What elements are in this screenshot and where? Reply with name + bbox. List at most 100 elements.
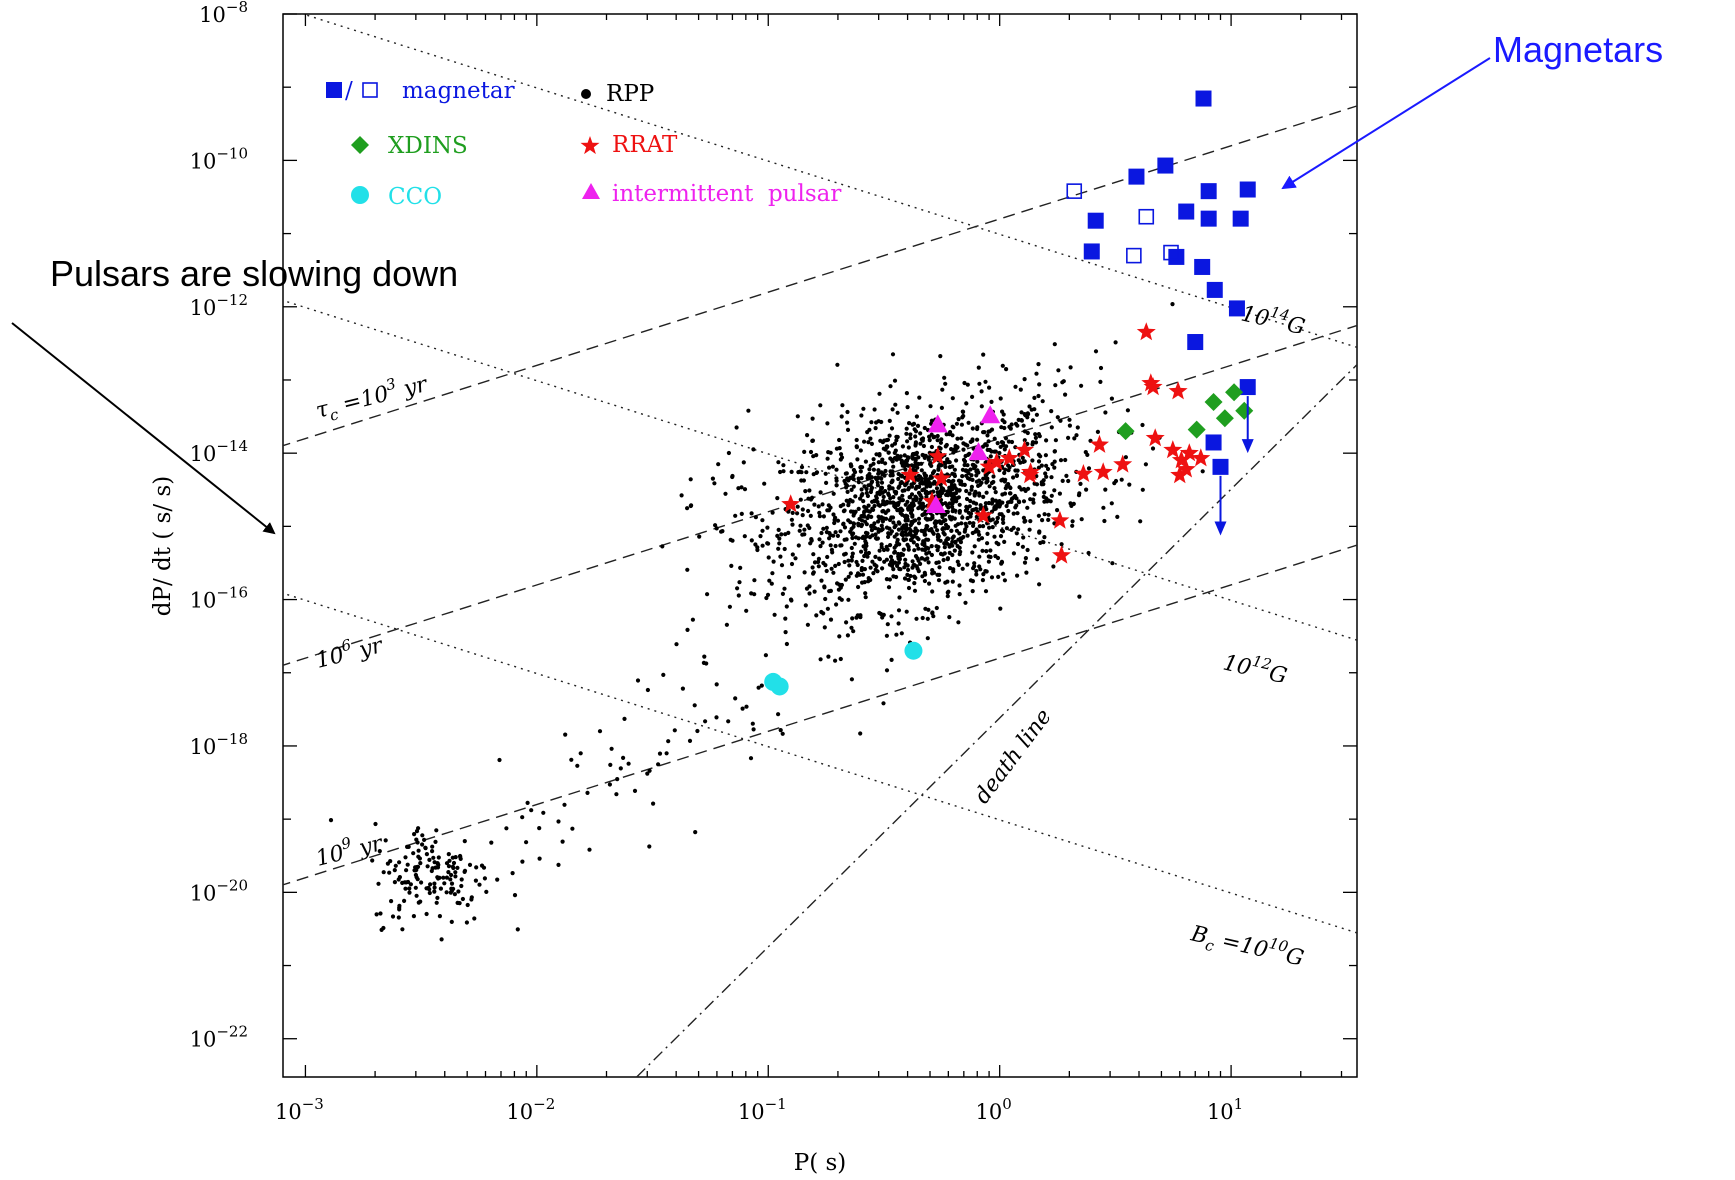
rpp-point: [875, 569, 880, 574]
rpp-point: [713, 523, 718, 528]
rpp-point: [1006, 439, 1012, 444]
rpp-point: [556, 862, 561, 868]
rpp-point: [896, 608, 902, 613]
rpp-point: [693, 830, 698, 835]
rpp-point: [842, 525, 848, 530]
rpp-point: [915, 423, 921, 428]
rpp-point: [952, 467, 958, 472]
rpp-point: [949, 447, 954, 452]
rpp-point: [916, 477, 921, 482]
rpp-point: [632, 788, 638, 794]
rpp-point: [1049, 493, 1054, 498]
rpp-point: [913, 486, 918, 491]
rpp-point: [903, 557, 908, 562]
magnetar-filled-marker: [1212, 458, 1229, 475]
rrat-marker: [973, 505, 993, 524]
rpp-point: [868, 565, 873, 570]
rpp-point: [1070, 519, 1075, 524]
rpp-point: [987, 385, 992, 390]
rpp-point: [524, 840, 529, 845]
rpp-point: [998, 534, 1004, 539]
rpp-point: [863, 591, 868, 596]
rpp-point: [781, 463, 786, 468]
rpp-point: [900, 444, 906, 449]
rpp-point: [465, 902, 470, 908]
rpp-point: [884, 633, 890, 638]
rpp-point: [848, 475, 853, 481]
rpp-point: [1123, 455, 1128, 460]
rpp-point: [782, 586, 787, 591]
rpp-point: [957, 502, 962, 507]
rpp-point: [943, 461, 948, 466]
rpp-point: [1053, 383, 1058, 388]
rrat-marker: [1113, 454, 1133, 473]
rpp-point: [938, 440, 944, 445]
rpp-point: [423, 845, 428, 850]
rpp-point: [814, 470, 820, 475]
rpp-point: [734, 425, 739, 430]
rpp-point: [839, 582, 845, 588]
rpp-point: [1044, 496, 1049, 501]
rpp-point: [925, 636, 930, 641]
rpp-point: [917, 500, 922, 505]
rpp-point: [997, 512, 1002, 517]
rpp-point: [884, 544, 889, 550]
rpp-point: [1034, 482, 1040, 487]
magnetar-open-marker: [1163, 244, 1179, 261]
rpp-point: [817, 514, 823, 519]
rpp-point: [916, 546, 921, 551]
rpp-point: [748, 756, 754, 761]
rpp-point: [850, 499, 855, 504]
rpp-point: [960, 515, 965, 520]
rpp-point: [869, 528, 875, 533]
rpp-point: [1075, 425, 1080, 430]
rpp-point: [433, 839, 438, 845]
rpp-point: [1057, 491, 1062, 496]
rpp-point: [835, 581, 840, 586]
rpp-point: [894, 543, 899, 548]
rpp-point: [902, 525, 907, 531]
rpp-point: [935, 548, 940, 553]
rpp-point: [975, 459, 980, 464]
rpp-point: [824, 525, 829, 531]
rpp-point: [956, 417, 961, 422]
rpp-point: [913, 463, 918, 468]
rpp-point: [913, 494, 918, 499]
age-line-label: 106 yr: [312, 628, 386, 674]
rpp-point: [1103, 487, 1108, 492]
rpp-point: [892, 450, 897, 455]
rpp-point: [812, 589, 817, 594]
rpp-point: [779, 532, 784, 537]
rpp-point: [940, 514, 945, 520]
rpp-point: [950, 464, 955, 469]
rpp-point: [992, 486, 997, 491]
rpp-point: [685, 506, 690, 511]
slowing-down-pointer-arrow: [11, 322, 276, 535]
y-axis-label: dP/ dt ( s/ s): [150, 476, 176, 616]
magnetar-filled-marker: [1187, 334, 1204, 351]
rpp-point: [467, 862, 473, 868]
rpp-point: [827, 531, 832, 536]
rpp-point: [821, 560, 826, 566]
rpp-point: [1022, 377, 1027, 382]
rpp-point: [1003, 467, 1008, 472]
rpp-point: [993, 554, 998, 559]
rpp-point: [913, 443, 918, 448]
rpp-point: [854, 444, 859, 449]
rpp-point: [839, 543, 844, 548]
rpp-point: [1048, 499, 1053, 504]
rpp-point: [891, 574, 896, 579]
rpp-point: [974, 514, 979, 520]
rpp-point: [1074, 433, 1079, 438]
rpp-point: [981, 476, 986, 481]
magnetar-filled-marker: [1239, 379, 1256, 396]
rpp-point: [863, 530, 869, 536]
rpp-point: [477, 882, 482, 887]
rpp-point: [970, 462, 975, 467]
rpp-point: [887, 484, 892, 489]
rpp-point: [714, 682, 719, 687]
rpp-point: [1042, 512, 1047, 517]
rpp-point: [1004, 444, 1009, 449]
rrat-marker: [1141, 373, 1161, 392]
rpp-point: [716, 462, 721, 467]
